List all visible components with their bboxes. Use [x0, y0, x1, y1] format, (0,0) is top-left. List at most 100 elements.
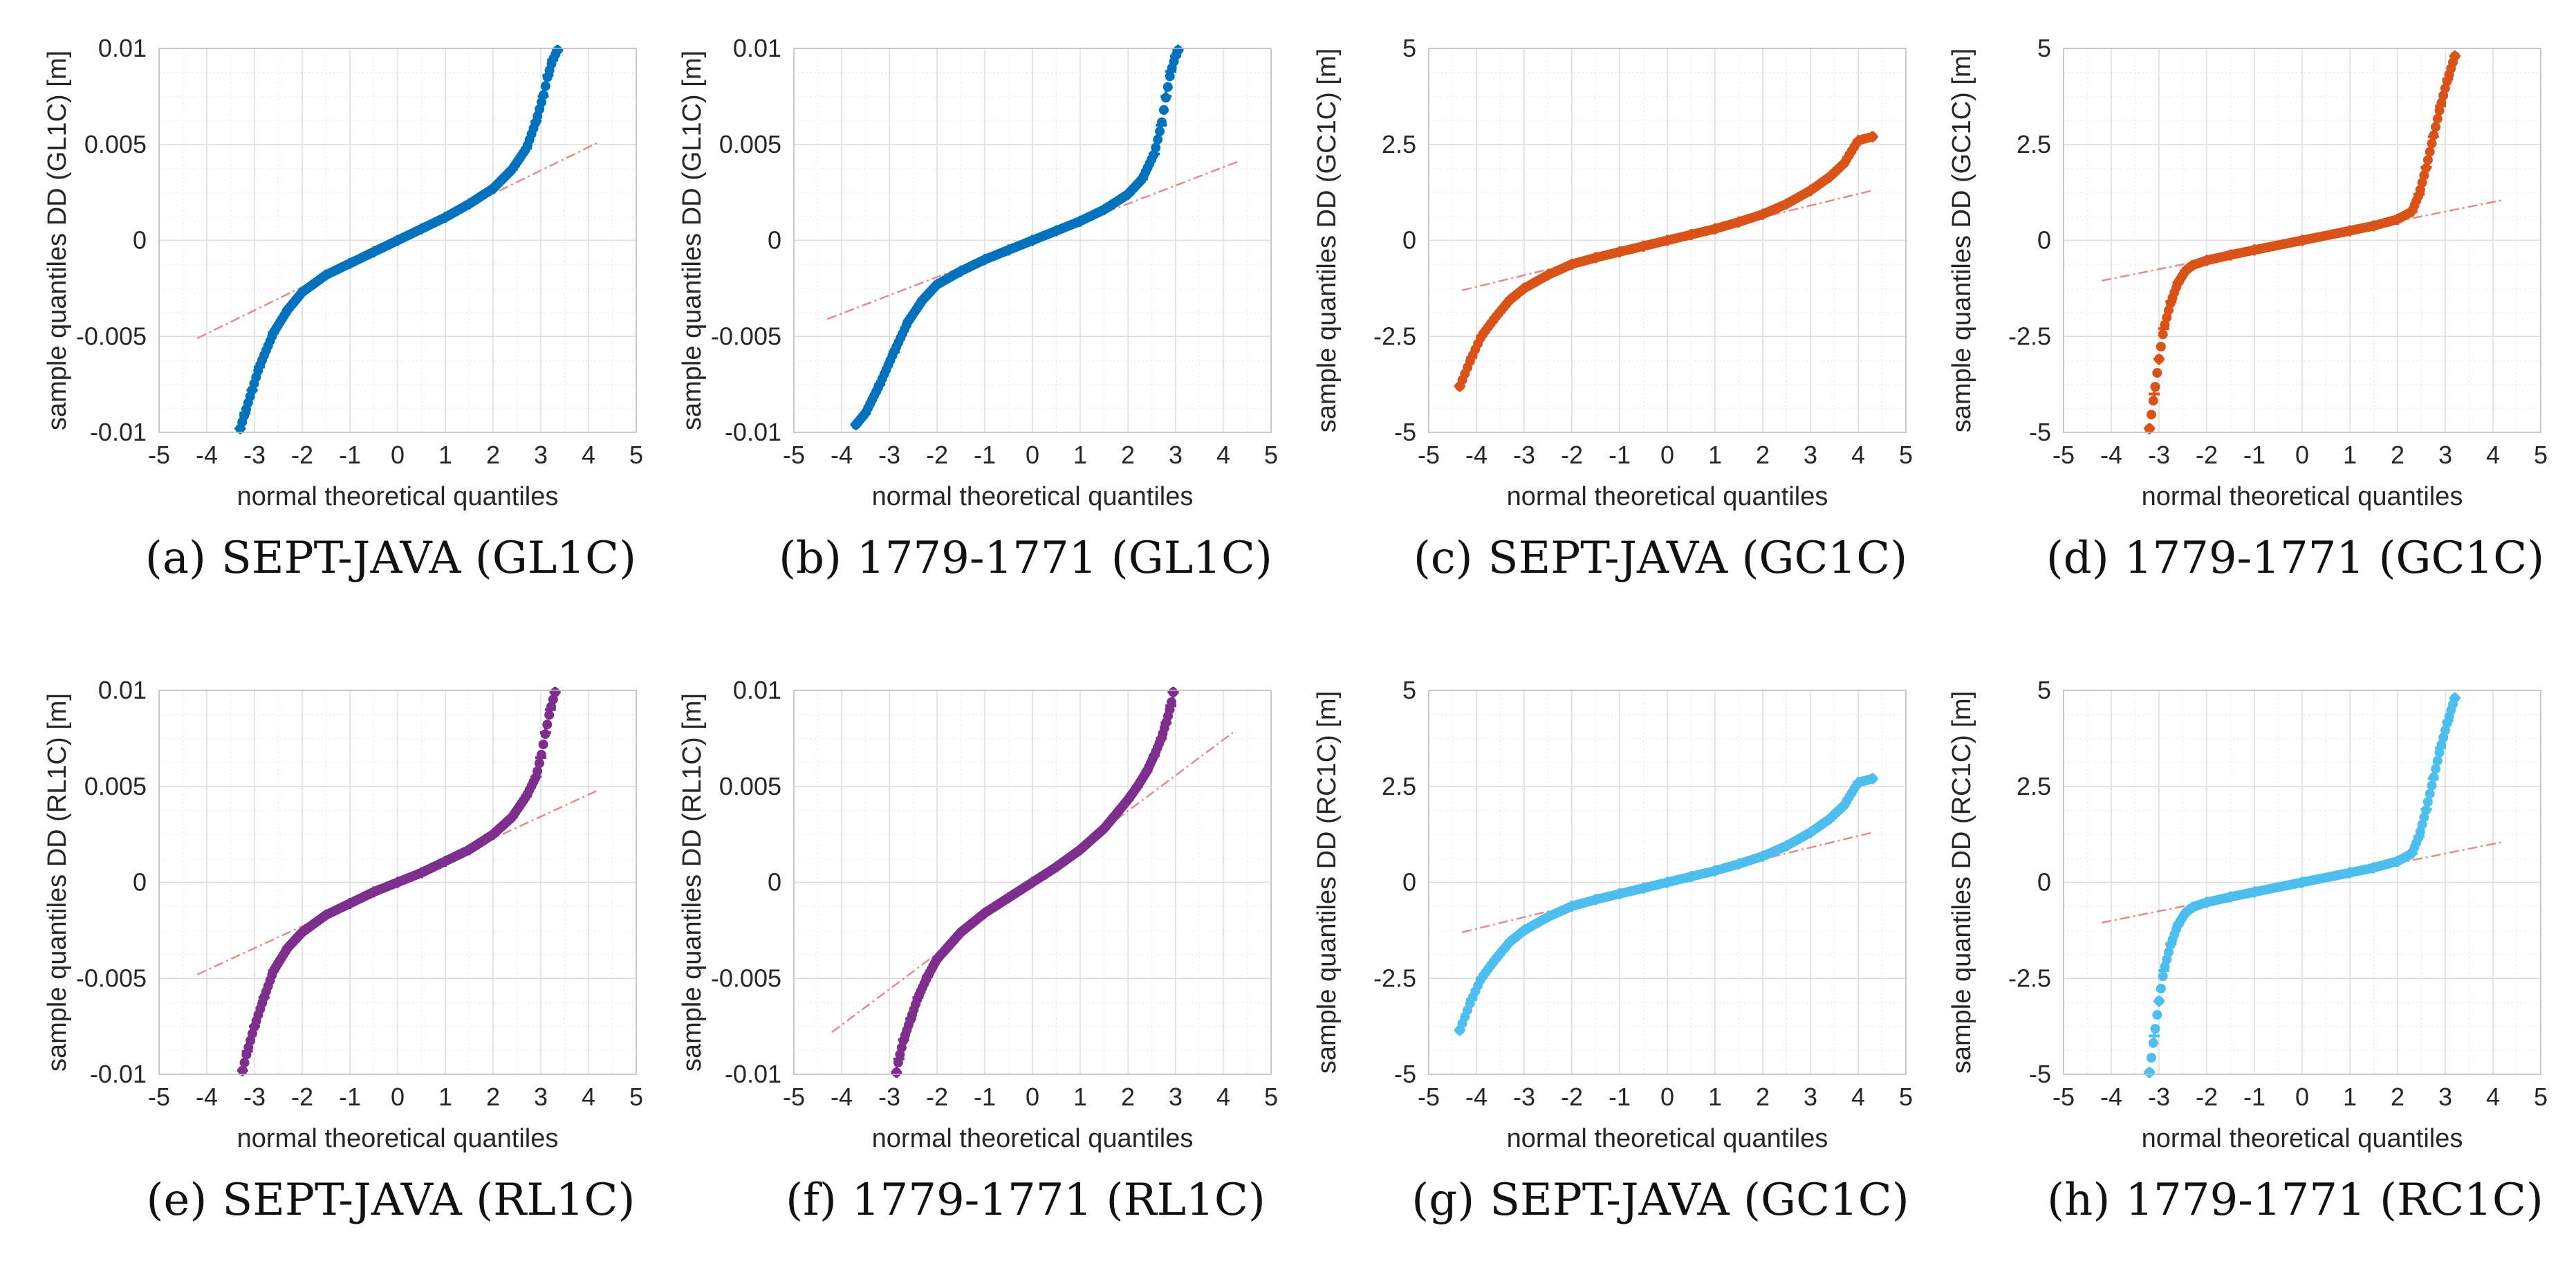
data-marker — [2201, 255, 2212, 266]
y-tick-label: 5 — [2037, 34, 2051, 62]
data-marker — [1662, 876, 1673, 888]
x-tick-label: 0 — [2295, 441, 2309, 469]
data-marker — [2165, 296, 2177, 308]
data-marker — [1824, 813, 1835, 825]
data-marker — [297, 926, 308, 938]
data-marker — [1824, 171, 1835, 183]
data-point — [2156, 342, 2166, 352]
data-point — [2148, 1038, 2158, 1048]
data-marker — [282, 941, 294, 953]
panel-caption: (g) SEPT-JAVA (GC1C) — [1353, 1175, 1968, 1226]
y-tick-label: 0 — [133, 226, 147, 255]
data-marker — [2172, 277, 2184, 288]
data-points — [237, 686, 561, 1076]
data-marker — [902, 315, 914, 327]
x-tick-label: 3 — [534, 1083, 548, 1111]
data-marker — [932, 279, 943, 291]
y-tick-label: -2.5 — [2008, 322, 2051, 350]
data-marker — [1003, 244, 1014, 256]
axes-box — [158, 48, 637, 433]
data-marker — [249, 1020, 260, 1032]
reference-line — [2101, 199, 2503, 282]
axes-box — [158, 690, 637, 1075]
data-marker — [1542, 269, 1554, 281]
panel-caption: (c) SEPT-JAVA (GC1C) — [1353, 533, 1968, 584]
x-tick-label: 2 — [2391, 441, 2404, 469]
data-marker — [1156, 733, 1167, 744]
data-points — [891, 686, 1179, 1078]
qq-chart-svg: -5 -4 -3 -2 -1 0 1 2 3 4 5 -5 -2.5 0 2.5 5 normal theore… — [1313, 34, 1913, 511]
data-marker — [530, 116, 542, 127]
x-tick-label: -5 — [148, 441, 170, 469]
y-tick-label: -5 — [2029, 418, 2051, 446]
panel-caption-text: 1779-1771 (GC1C) — [2124, 533, 2545, 584]
x-tick-label: -2 — [291, 441, 313, 469]
reference-line — [2101, 840, 2503, 924]
data-marker — [488, 183, 499, 194]
data-marker — [1733, 858, 1745, 870]
data-marker — [2144, 1067, 2156, 1078]
data-marker — [1781, 198, 1792, 210]
y-axis-label: sample quantiles DD (RL1C) [m] — [678, 693, 707, 1072]
y-tick-label: -5 — [1394, 418, 1416, 446]
x-tick-label: -3 — [1513, 441, 1535, 469]
data-marker — [2406, 205, 2418, 217]
data-marker — [1805, 185, 1816, 196]
x-axis-label: normal theoretical quantiles — [1507, 1124, 1828, 1153]
x-tick-label: -4 — [831, 441, 853, 469]
panel-letter: (b) — [779, 533, 842, 584]
data-marker — [922, 971, 934, 982]
data-point — [2432, 755, 2443, 766]
data-marker — [1027, 235, 1038, 246]
data-marker — [1685, 871, 1697, 883]
data-marker — [891, 1067, 902, 1078]
x-tick-label: -2 — [2196, 441, 2218, 469]
x-tick-label: 5 — [629, 441, 643, 469]
data-point — [2422, 797, 2433, 807]
y-tick-label: 5 — [1402, 676, 1416, 704]
y-axis-label: sample quantiles DD (RL1C) [m] — [43, 693, 72, 1072]
data-point — [1151, 143, 1161, 153]
data-marker — [1757, 850, 1768, 862]
x-tick-label: 3 — [2438, 1083, 2452, 1111]
y-tick-label: -0.005 — [76, 322, 147, 350]
x-tick-label: 1 — [1073, 1083, 1087, 1111]
data-marker — [246, 384, 258, 396]
data-marker — [440, 855, 451, 867]
data-marker — [2413, 188, 2425, 200]
data-marker — [2153, 995, 2165, 1007]
y-axis-label: sample quantiles DD (RC1C) [m] — [1947, 691, 1976, 1074]
data-point — [2425, 789, 2435, 799]
axes-box — [1428, 48, 1907, 433]
data-marker — [850, 419, 862, 430]
data-point — [540, 81, 550, 91]
data-marker — [521, 143, 532, 154]
x-tick-label: 5 — [1899, 441, 1913, 469]
y-tick-label: 0.005 — [719, 130, 781, 158]
y-tick-label: -0.005 — [76, 964, 147, 992]
data-marker — [2179, 265, 2191, 277]
data-marker — [1590, 894, 1602, 906]
data-marker — [463, 844, 475, 856]
data-marker — [1167, 686, 1179, 698]
data-point — [1158, 105, 1169, 116]
data-point — [2152, 368, 2162, 378]
data-marker — [2172, 919, 2184, 930]
y-axis-label: sample quantiles DD (RC1C) [m] — [1313, 691, 1342, 1074]
x-tick-label: 1 — [2343, 1083, 2357, 1111]
data-marker — [1136, 173, 1148, 185]
data-marker — [1838, 158, 1850, 169]
data-marker — [1490, 311, 1501, 323]
x-tick-label: -4 — [196, 441, 218, 469]
x-tick-label: 5 — [2534, 1083, 2548, 1111]
y-tick-label: 0 — [768, 226, 781, 255]
data-marker — [1709, 865, 1721, 876]
data-marker — [1638, 240, 1649, 252]
qq-panel: -5 -4 -3 -2 -1 0 1 2 3 4 5 -0.01 -0.005 0 0.005 0.01 nor… — [635, 642, 1278, 1277]
x-tick-label: -3 — [2148, 441, 2170, 469]
x-tick-label: 4 — [1216, 441, 1230, 469]
data-marker — [320, 269, 332, 281]
data-marker — [1853, 135, 1864, 147]
axes-box — [1428, 690, 1907, 1075]
x-tick-label: -1 — [974, 1083, 996, 1111]
